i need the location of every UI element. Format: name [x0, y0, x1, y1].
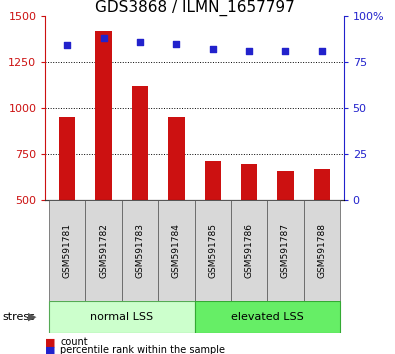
Bar — [205, 161, 221, 200]
Text: GSM591782: GSM591782 — [99, 223, 108, 278]
Bar — [96, 31, 112, 200]
Point — [210, 46, 216, 52]
Text: GSM591781: GSM591781 — [63, 223, 72, 278]
Bar — [168, 117, 184, 200]
Bar — [304, 200, 340, 301]
Point — [319, 48, 325, 54]
Text: stress: stress — [2, 312, 35, 322]
Text: ▶: ▶ — [28, 312, 37, 322]
Title: GDS3868 / ILMN_1657797: GDS3868 / ILMN_1657797 — [95, 0, 294, 16]
Text: elevated LSS: elevated LSS — [231, 312, 304, 322]
Point — [137, 39, 143, 45]
Bar — [241, 164, 257, 200]
Bar — [49, 301, 194, 333]
Bar — [49, 200, 85, 301]
Point — [246, 48, 252, 54]
Point — [282, 48, 289, 54]
Text: ■: ■ — [45, 346, 56, 354]
Bar — [277, 171, 293, 200]
Bar — [194, 200, 231, 301]
Bar — [314, 169, 330, 200]
Point — [64, 42, 70, 48]
Bar — [267, 200, 304, 301]
Text: GSM591787: GSM591787 — [281, 223, 290, 278]
Bar — [85, 200, 122, 301]
Text: count: count — [60, 337, 88, 347]
Bar — [59, 117, 75, 200]
Bar — [132, 86, 148, 200]
Bar — [158, 200, 195, 301]
Text: normal LSS: normal LSS — [90, 312, 153, 322]
Text: GSM591785: GSM591785 — [208, 223, 217, 278]
Point — [173, 41, 179, 46]
Text: GSM591783: GSM591783 — [135, 223, 145, 278]
Bar — [194, 301, 340, 333]
Point — [100, 35, 107, 41]
Bar — [231, 200, 267, 301]
Text: ■: ■ — [45, 337, 56, 347]
Text: GSM591786: GSM591786 — [245, 223, 254, 278]
Text: GSM591788: GSM591788 — [317, 223, 326, 278]
Text: percentile rank within the sample: percentile rank within the sample — [60, 346, 226, 354]
Text: GSM591784: GSM591784 — [172, 223, 181, 278]
Bar — [122, 200, 158, 301]
